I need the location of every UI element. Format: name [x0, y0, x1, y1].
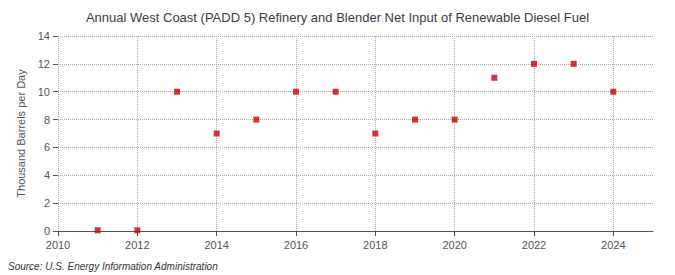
svg-text:2016: 2016	[284, 239, 308, 251]
svg-text:12: 12	[38, 58, 50, 70]
svg-text:Source: U.S. Energy Informatio: Source: U.S. Energy Information Administ…	[8, 261, 218, 272]
svg-text:4: 4	[44, 169, 50, 181]
svg-text:2: 2	[44, 197, 50, 209]
svg-text:2022: 2022	[522, 239, 546, 251]
svg-text:8: 8	[44, 114, 50, 126]
svg-text:Annual West Coast (PADD 5) Ref: Annual West Coast (PADD 5) Refinery and …	[86, 10, 589, 25]
svg-text:2012: 2012	[125, 239, 149, 251]
svg-text:14: 14	[38, 30, 50, 42]
svg-text:2018: 2018	[363, 239, 387, 251]
svg-text:2024: 2024	[601, 239, 625, 251]
svg-text:Thousand Barrels per Day: Thousand Barrels per Day	[15, 69, 27, 198]
svg-text:2010: 2010	[46, 239, 70, 251]
svg-text:2020: 2020	[442, 239, 466, 251]
svg-text:6: 6	[44, 141, 50, 153]
svg-text:10: 10	[38, 86, 50, 98]
svg-text:2014: 2014	[204, 239, 228, 251]
svg-text:0: 0	[44, 225, 50, 237]
